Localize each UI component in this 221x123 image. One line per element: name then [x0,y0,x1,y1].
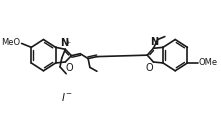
Text: I$^-$: I$^-$ [61,91,73,103]
Text: MeO: MeO [2,38,21,47]
Text: O: O [66,63,73,73]
Text: N: N [60,38,69,48]
Text: OMe: OMe [199,58,218,68]
Text: O: O [145,63,153,73]
Text: N: N [150,37,158,47]
Text: +: + [65,40,70,45]
